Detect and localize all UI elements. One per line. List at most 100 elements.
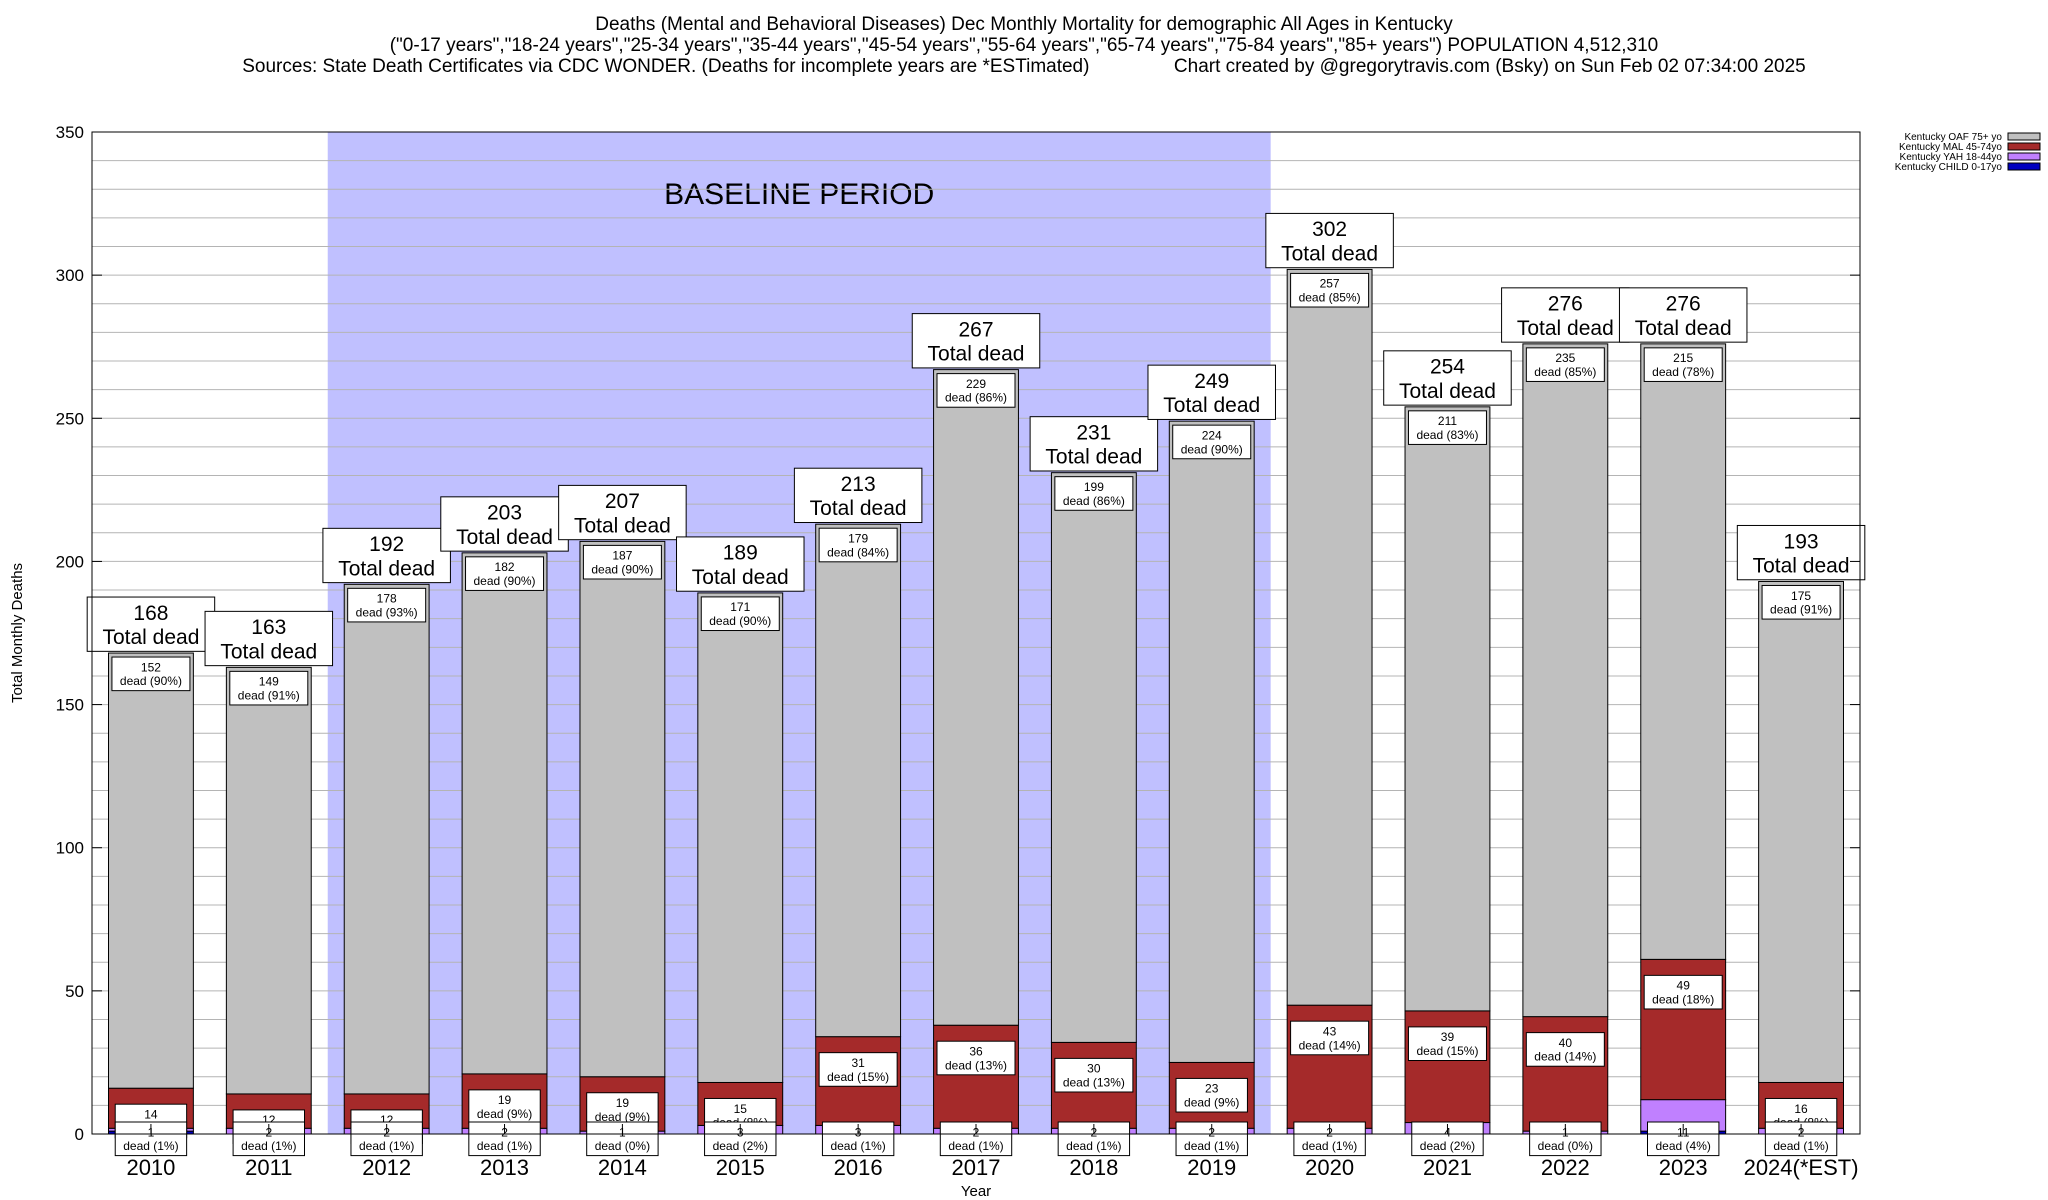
yah-label-text: dead (1%) bbox=[1066, 1139, 1121, 1153]
oaf-label-text: dead (86%) bbox=[1063, 494, 1125, 508]
x-tick-label: 2018 bbox=[1069, 1155, 1118, 1180]
x-tick-label: 2011 bbox=[245, 1155, 292, 1180]
bar-segment-oaf bbox=[1640, 343, 1727, 960]
total-label-box bbox=[1265, 212, 1394, 269]
bar-segment-oaf bbox=[1404, 406, 1491, 1012]
oaf-label-text: dead (90%) bbox=[120, 674, 182, 688]
total-label-text: 267 bbox=[958, 318, 993, 341]
yah-label-text: dead (1%) bbox=[123, 1139, 178, 1153]
oaf-label-box bbox=[1054, 476, 1134, 511]
oaf-label-box bbox=[1172, 424, 1252, 460]
yah-label-text: dead (1%) bbox=[830, 1139, 885, 1153]
legend-swatch bbox=[2007, 152, 2041, 161]
total-label-box bbox=[1736, 524, 1866, 581]
total-label-text: 249 bbox=[1194, 370, 1229, 393]
mal-label-box bbox=[936, 1040, 1016, 1076]
oaf-label-text: dead (91%) bbox=[1770, 603, 1832, 617]
total-label-text: 163 bbox=[251, 616, 286, 639]
bar-segment-oaf bbox=[1168, 420, 1255, 1063]
total-label-box bbox=[322, 527, 451, 584]
total-label-text: 168 bbox=[133, 602, 168, 625]
mal-label-box bbox=[1290, 1020, 1370, 1056]
total-label-text: 189 bbox=[723, 542, 758, 565]
mal-label-text: 40 bbox=[1559, 1036, 1573, 1050]
legend-swatch bbox=[2007, 132, 2041, 141]
oaf-label-text: 171 bbox=[730, 600, 750, 614]
mal-label-text: dead (18%) bbox=[1652, 992, 1714, 1006]
yah-label-text: dead (1%) bbox=[477, 1139, 532, 1153]
bar-segment-oaf bbox=[225, 666, 312, 1095]
yah-label-text: dead (0%) bbox=[1538, 1139, 1593, 1153]
x-tick-label: 2024(*EST) bbox=[1744, 1155, 1859, 1180]
x-axis-title: Year bbox=[961, 1183, 991, 1200]
total-label-box bbox=[1501, 287, 1630, 343]
oaf-label-text: dead (84%) bbox=[827, 545, 889, 559]
x-tick-label: 2012 bbox=[362, 1155, 411, 1180]
total-label-text: Total dead bbox=[810, 497, 907, 520]
mal-label-text: 23 bbox=[1205, 1082, 1219, 1096]
mal-label-text: 15 bbox=[734, 1102, 748, 1116]
yah-label-text: dead (1%) bbox=[241, 1139, 296, 1153]
oaf-label-box bbox=[1643, 347, 1723, 382]
oaf-label-text: dead (90%) bbox=[1181, 442, 1243, 456]
y-axis-title: Total Monthly Deaths bbox=[9, 563, 26, 703]
x-tick-label: 2013 bbox=[480, 1155, 529, 1180]
yah-label-text: dead (1%) bbox=[359, 1139, 414, 1153]
oaf-label-text: 215 bbox=[1673, 351, 1693, 365]
total-label-box bbox=[204, 610, 334, 667]
total-label-text: 203 bbox=[487, 502, 522, 525]
oaf-label-text: 257 bbox=[1320, 277, 1340, 291]
bar-segment-oaf bbox=[933, 369, 1019, 1026]
mal-label-text: 19 bbox=[498, 1093, 512, 1107]
axes-layer: 0 50 100 150 200 250 300 350 Total Monthly Death… bbox=[9, 123, 1861, 1200]
mal-label-text: dead (9%) bbox=[477, 1107, 532, 1121]
mal-label-box bbox=[1407, 1026, 1487, 1061]
total-label-text: Total dead bbox=[692, 566, 789, 589]
x-tick-label: 2017 bbox=[952, 1155, 1001, 1180]
mal-label-text: 16 bbox=[1794, 1102, 1808, 1116]
chart-source-line: Sources: State Death Certificates via CD… bbox=[242, 56, 1806, 77]
total-label-text: Total dead bbox=[1281, 242, 1378, 265]
bar-segment-oaf bbox=[343, 583, 430, 1095]
total-label-text: Total dead bbox=[1399, 380, 1496, 403]
total-label-text: 254 bbox=[1430, 356, 1465, 379]
oaf-label-text: 235 bbox=[1555, 351, 1575, 365]
yah-label-text: dead (1%) bbox=[1302, 1139, 1357, 1153]
yah-label-text: dead (2%) bbox=[713, 1139, 768, 1153]
mal-label-box bbox=[1054, 1057, 1134, 1093]
x-tick-label: 2023 bbox=[1659, 1155, 1708, 1180]
x-tick-label: 2014 bbox=[598, 1155, 647, 1180]
x-tick-label: 2019 bbox=[1187, 1155, 1236, 1180]
oaf-label-text: 182 bbox=[495, 560, 515, 574]
mal-label-text: 36 bbox=[969, 1045, 983, 1059]
mal-label-text: dead (14%) bbox=[1299, 1038, 1361, 1052]
total-label-text: 276 bbox=[1548, 293, 1583, 316]
oaf-label-box bbox=[936, 373, 1016, 408]
total-label-text: Total dead bbox=[456, 526, 553, 549]
total-label-text: Total dead bbox=[220, 640, 317, 663]
mal-label-text: 19 bbox=[616, 1096, 630, 1110]
total-label-text: Total dead bbox=[1045, 446, 1142, 469]
mal-label-text: dead (9%) bbox=[1184, 1096, 1239, 1110]
y-tick-label: 100 bbox=[56, 839, 84, 858]
oaf-label-box bbox=[465, 556, 545, 591]
